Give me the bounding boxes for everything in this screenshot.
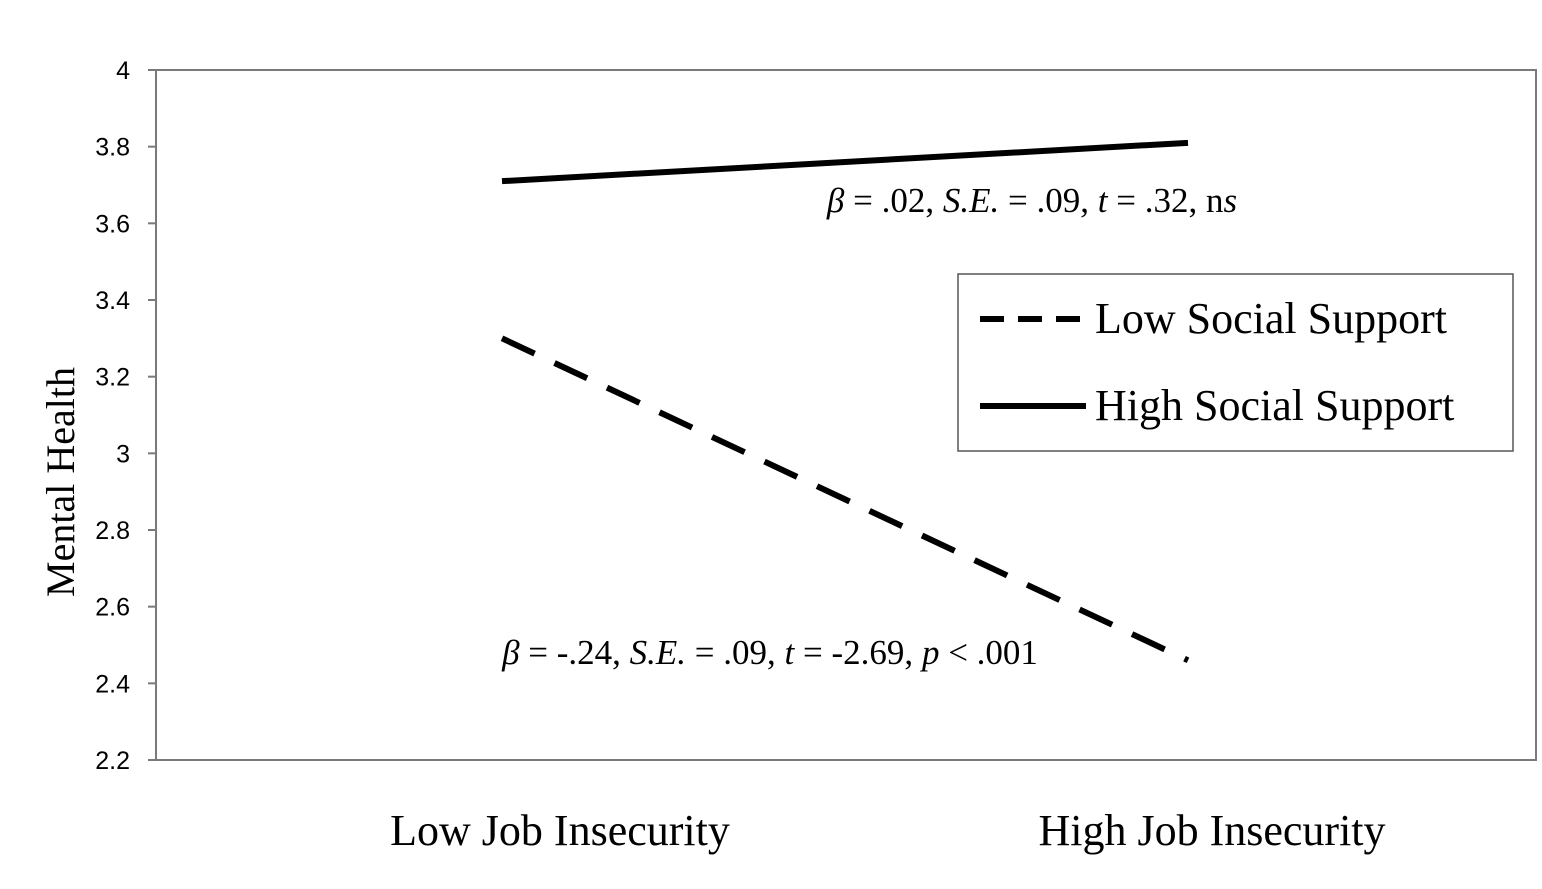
x-category-label: High Job Insecurity xyxy=(1038,806,1385,855)
stat-annotation: β = -.24, S.E. = .09, t = -2.69, p < .00… xyxy=(501,633,1038,672)
y-axis-label: Mental Health xyxy=(38,367,83,597)
legend-box xyxy=(957,273,1514,452)
plot-frame xyxy=(155,69,1537,761)
y-tick-label: 3.8 xyxy=(95,134,130,162)
y-axis-ticks: 2.2 2.4 2.6 2.8 3 3.2 3.4 3.6 3.8 4 xyxy=(95,57,156,775)
series-lines xyxy=(500,139,1190,664)
y-tick-label: 2.8 xyxy=(95,517,130,545)
series-line-low-social-support xyxy=(500,335,1190,664)
y-tick-label: 3.4 xyxy=(95,287,130,315)
annotations: β = .02, S.E. = .09, t = .32, ns β = -.24… xyxy=(501,181,1237,672)
x-axis-categories: Low Job Insecurity High Job Insecurity xyxy=(390,806,1385,855)
y-tick-label: 3.2 xyxy=(95,364,130,392)
stat-annotation: β = .02, S.E. = .09, t = .32, ns xyxy=(826,181,1237,220)
y-tick-label: 3 xyxy=(116,440,130,468)
x-category-label: Low Job Insecurity xyxy=(390,806,730,855)
series-line-high-social-support xyxy=(501,139,1189,185)
y-tick-label: 2.4 xyxy=(95,670,130,698)
plot-border xyxy=(155,69,1537,761)
legend: Low Social Support High Social Support xyxy=(957,273,1514,452)
y-tick-label: 4 xyxy=(116,57,130,85)
y-tick-label: 2.6 xyxy=(95,594,130,622)
legend-label: High Social Support xyxy=(1095,381,1454,430)
legend-label: Low Social Support xyxy=(1095,294,1447,343)
y-tick-label: 2.2 xyxy=(95,747,130,775)
y-tick-label: 3.6 xyxy=(95,210,130,238)
